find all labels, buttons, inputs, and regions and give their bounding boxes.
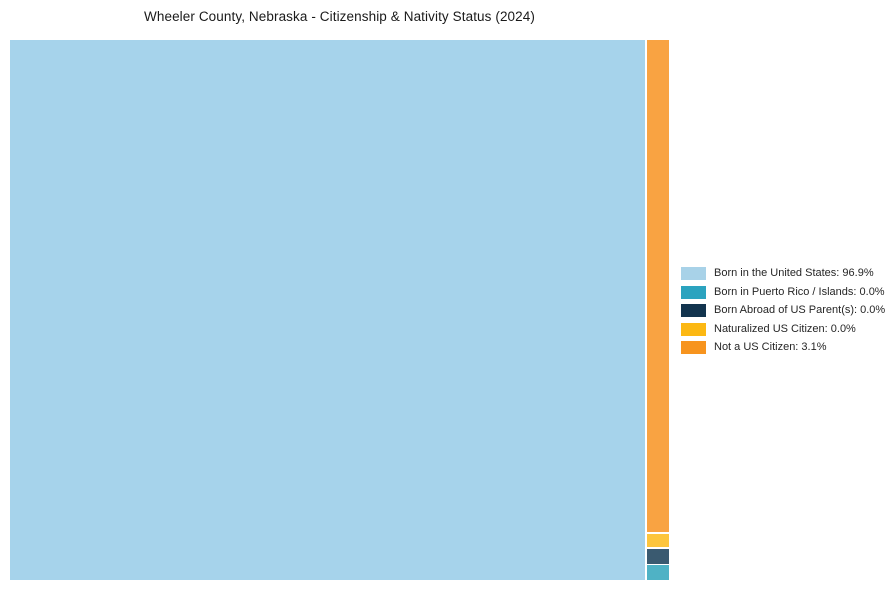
legend-label: Born Abroad of US Parent(s): 0.0% bbox=[714, 304, 886, 316]
legend-label: Born in Puerto Rico / Islands: 0.0% bbox=[714, 285, 885, 298]
legend-swatch-icon bbox=[681, 322, 706, 336]
treemap-block-not-us-citizen bbox=[646, 40, 669, 532]
legend-item: Not a US Citizen: 3.1% bbox=[681, 341, 885, 354]
legend-swatch-icon bbox=[681, 304, 706, 317]
legend-label: Naturalized US Citizen: 0.0% bbox=[714, 322, 856, 335]
treemap bbox=[10, 40, 669, 580]
legend: Born in the United States: 96.9% Born in … bbox=[681, 267, 885, 354]
legend-swatch-icon bbox=[681, 341, 706, 354]
legend-item: Naturalized US Citizen: 0.0% bbox=[681, 322, 885, 336]
treemap-block-born-abroad bbox=[646, 548, 669, 564]
legend-swatch-icon bbox=[681, 267, 706, 280]
legend-label: Born in the United States: 96.9% bbox=[714, 267, 874, 279]
legend-item: Born Abroad of US Parent(s): 0.0% bbox=[681, 304, 885, 317]
legend-item: Born in the United States: 96.9% bbox=[681, 267, 885, 280]
treemap-block-naturalized bbox=[646, 534, 669, 547]
treemap-block-puerto-rico bbox=[646, 565, 669, 580]
chart-title: Wheeler County, Nebraska - Citizenship &… bbox=[144, 9, 535, 24]
legend-swatch-icon bbox=[681, 285, 706, 299]
legend-item: Born in Puerto Rico / Islands: 0.0% bbox=[681, 285, 885, 299]
legend-label: Not a US Citizen: 3.1% bbox=[714, 341, 827, 353]
treemap-block-born-in-us bbox=[10, 40, 645, 580]
